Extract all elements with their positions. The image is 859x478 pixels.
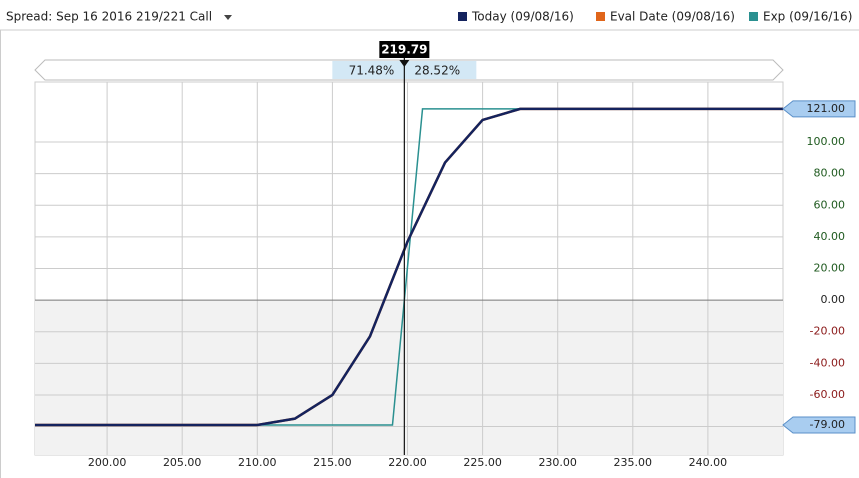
legend-label: Today (09/08/16): [471, 10, 574, 24]
x-tick-label: 215.00: [313, 456, 352, 469]
loss-region: [35, 300, 783, 455]
y-tick-label: 40.00: [814, 230, 846, 243]
series-line: [35, 107, 783, 427]
x-tick-label: 205.00: [163, 456, 202, 469]
x-tick-label: 200.00: [88, 456, 127, 469]
y-tick-label: 80.00: [814, 167, 846, 180]
y-marker-box: [782, 100, 856, 118]
price-marker-pointer: [399, 60, 410, 67]
y-marker-box: [782, 416, 856, 434]
y-tick-label: 0.00: [821, 293, 846, 306]
dropdown-caret[interactable]: [224, 15, 232, 20]
y-tick-label: 60.00: [814, 198, 846, 211]
legend-label: Eval Date (09/08/16): [610, 10, 735, 24]
legend-swatch: [749, 12, 758, 21]
y-tick-label: 100.00: [807, 135, 846, 148]
y-tick-label: 20.00: [814, 262, 846, 275]
price-marker-box: [379, 41, 430, 58]
x-tick-label: 240.00: [689, 456, 728, 469]
x-tick-label: 210.00: [238, 456, 277, 469]
x-tick-label: 230.00: [538, 456, 577, 469]
x-tick-label: 235.00: [614, 456, 653, 469]
price-marker-label: 219.79: [381, 43, 427, 57]
probability-label: 71.48%: [349, 64, 395, 78]
y-tick-label: -40.00: [810, 356, 845, 369]
x-tick-label: 220.00: [388, 456, 427, 469]
chart-title[interactable]: Spread: Sep 16 2016 219/221 Call: [6, 10, 212, 24]
legend-swatch: [596, 12, 605, 21]
y-tick-label: -20.00: [810, 325, 845, 338]
probability-label: 28.52%: [414, 64, 460, 78]
y-tick-label: -60.00: [810, 388, 845, 401]
x-tick-label: 225.00: [463, 456, 502, 469]
legend-swatch: [458, 12, 467, 21]
legend-label: Exp (09/16/16): [763, 10, 852, 24]
y-marker-label: 121.00: [807, 102, 846, 115]
y-marker-label: -79.00: [810, 418, 845, 431]
